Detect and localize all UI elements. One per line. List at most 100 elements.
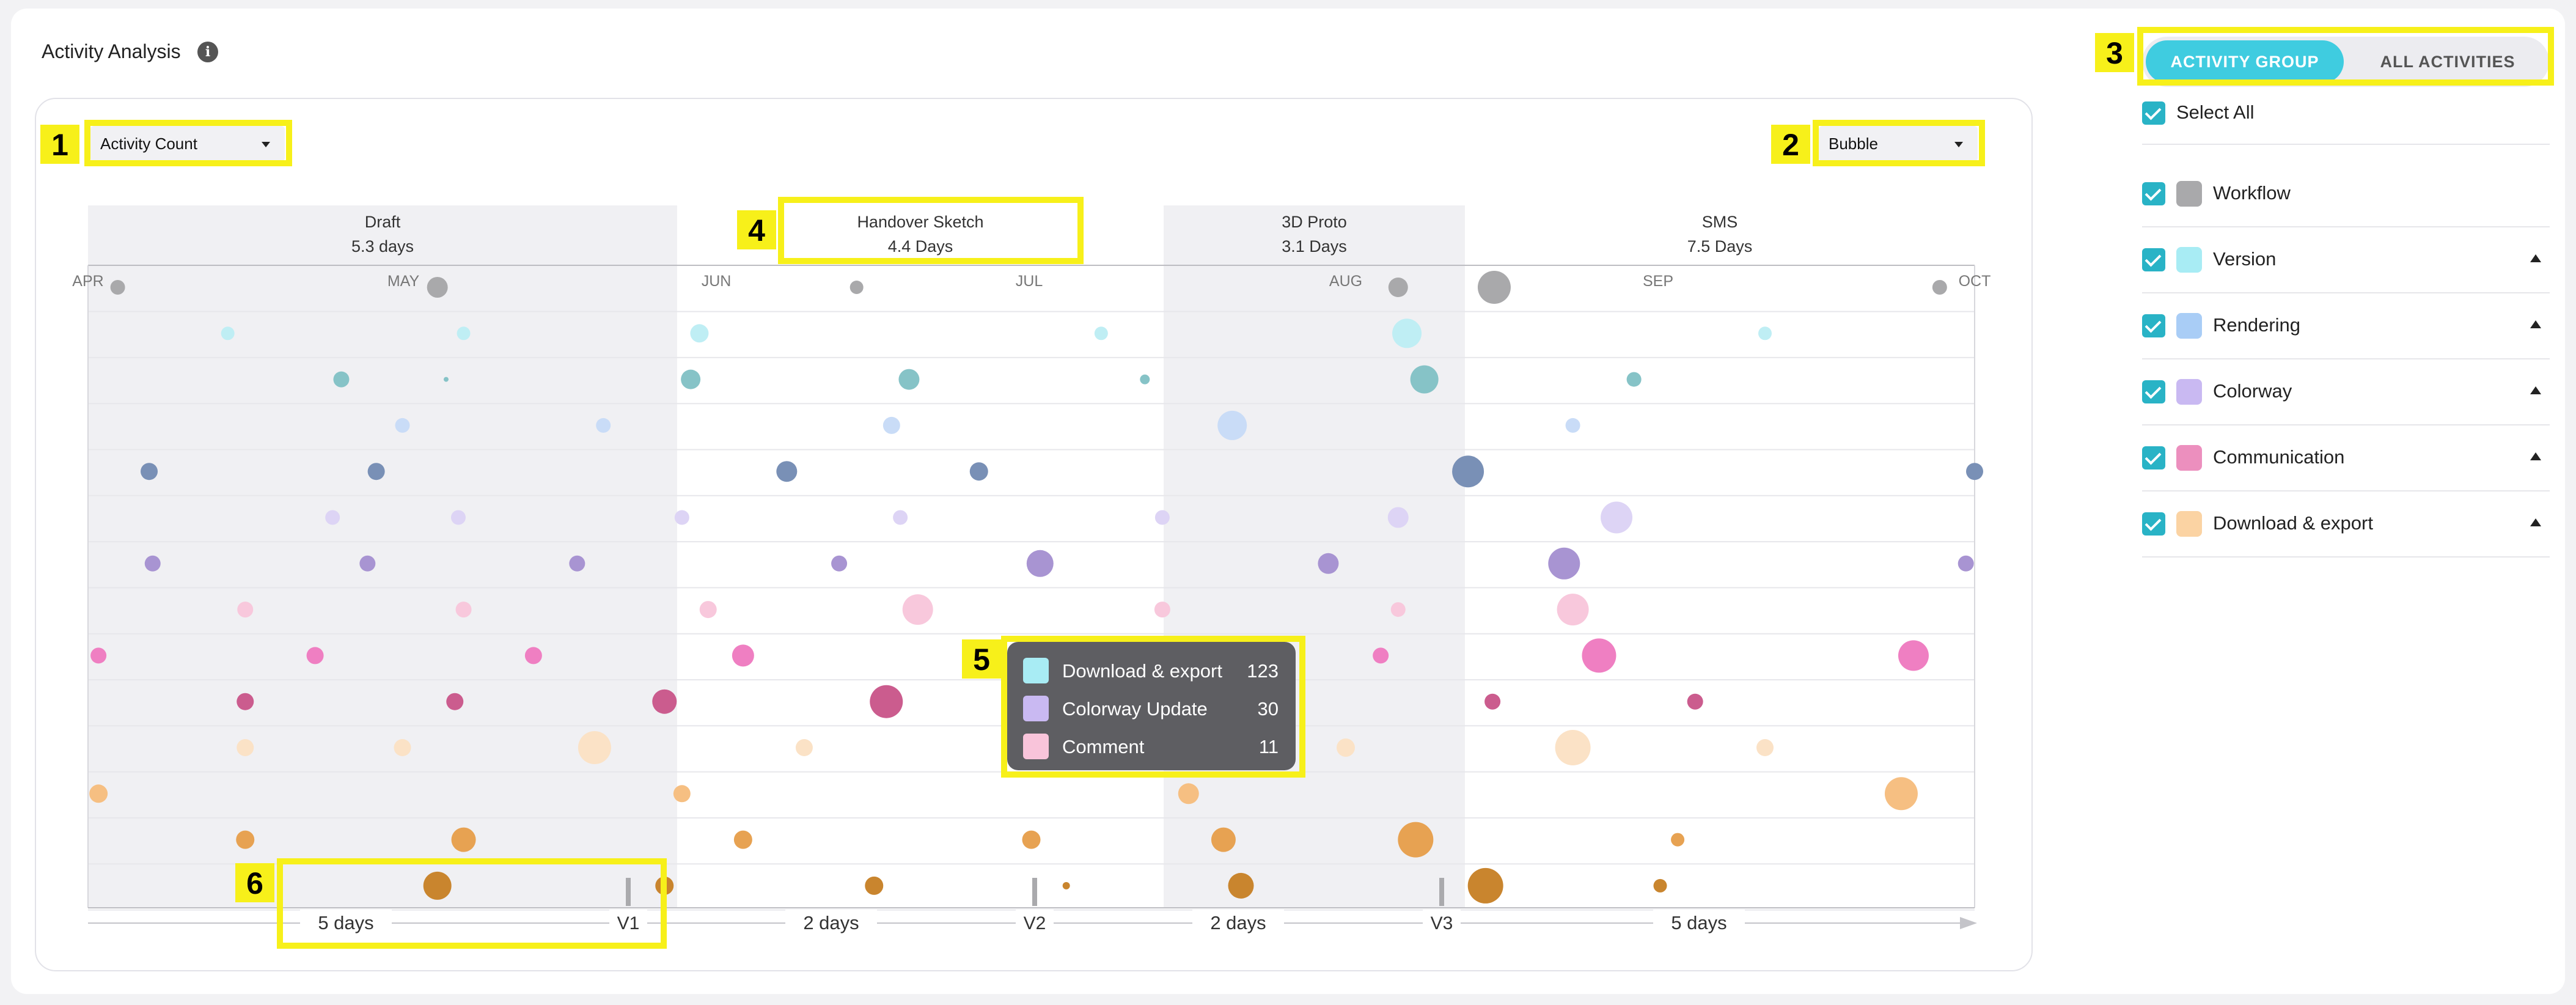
group-row-version[interactable] <box>2142 226 2550 293</box>
tooltip-swatch <box>1023 658 1049 683</box>
bubble <box>333 371 350 388</box>
version-checkbox[interactable] <box>2142 248 2165 271</box>
bubble <box>1555 730 1591 765</box>
bubble <box>1756 739 1774 756</box>
expand-triangle-icon[interactable] <box>2530 452 2541 460</box>
bubble <box>776 461 798 482</box>
bubble <box>1687 693 1703 710</box>
bubble <box>883 416 900 434</box>
metric-select[interactable]: Activity Count <box>90 126 285 161</box>
rendering-checkbox[interactable] <box>2142 314 2165 337</box>
bubble <box>1390 602 1406 617</box>
tooltip-value: 123 <box>1247 660 1279 682</box>
milestone-marker <box>1032 878 1037 906</box>
bubble <box>455 602 472 618</box>
group-row-rendering[interactable] <box>2142 292 2550 359</box>
chart-type-select[interactable]: Bubble <box>1819 126 1978 161</box>
select-all-checkbox[interactable] <box>2142 101 2165 125</box>
milestone-label: V2 <box>1024 913 1046 933</box>
group-row-workflow[interactable] <box>2142 160 2550 227</box>
colorway-checkbox[interactable] <box>2142 380 2165 403</box>
x-tick-label: SEP <box>1643 273 1673 290</box>
rendering-swatch <box>2176 313 2202 339</box>
select-all-row[interactable] <box>2142 80 2550 145</box>
annotation-badge: 2 <box>1771 125 1810 164</box>
bubble <box>795 739 813 756</box>
x-tick-label: OCT <box>1959 273 1991 290</box>
bubble <box>1026 550 1054 577</box>
tab-activity-group[interactable]: ACTIVITY GROUP <box>2146 40 2344 83</box>
bubble <box>1373 647 1389 664</box>
communication-label: Communication <box>2213 446 2345 468</box>
timeline-arrow-icon <box>1960 917 1977 929</box>
bubble <box>831 555 848 572</box>
chevron-down-icon <box>262 142 270 147</box>
tab-all-activities[interactable]: ALL ACTIVITIES <box>2380 53 2515 71</box>
bubble <box>652 689 677 714</box>
bubble <box>969 462 988 481</box>
bubble <box>1966 463 1983 480</box>
tooltip-label: Download & export <box>1062 660 1222 682</box>
interval-label-bg <box>785 910 877 937</box>
x-tick-label: JUN <box>702 273 732 290</box>
milestone-label-bg <box>1423 910 1461 937</box>
phase-name: Draft <box>365 213 401 231</box>
bubble <box>237 693 254 710</box>
expand-triangle-icon[interactable] <box>2530 386 2541 394</box>
interval-label-bg <box>1653 910 1745 937</box>
bubble <box>1582 638 1616 673</box>
bubble <box>443 377 449 382</box>
bubble <box>144 555 161 572</box>
phase-duration: 5.3 days <box>351 237 414 256</box>
communication-swatch <box>2176 445 2202 471</box>
group-row-download-export[interactable] <box>2142 490 2550 558</box>
phase-duration: 4.4 Days <box>888 237 953 256</box>
expand-triangle-icon[interactable] <box>2530 518 2541 526</box>
bubble <box>325 510 340 525</box>
bubble <box>865 876 884 895</box>
expand-triangle-icon[interactable] <box>2530 254 2541 262</box>
phase-name: Handover Sketch <box>857 213 983 231</box>
bubble <box>1477 271 1511 304</box>
workflow-swatch <box>2176 181 2202 207</box>
bubble <box>1178 783 1199 804</box>
version-label: Version <box>2213 248 2277 270</box>
bubble <box>237 602 254 618</box>
bubble <box>1154 510 1170 525</box>
phase-name: 3D Proto <box>1282 213 1347 231</box>
bubble <box>423 871 452 900</box>
bubble <box>1022 830 1041 849</box>
communication-checkbox[interactable] <box>2142 446 2165 469</box>
bubble <box>1217 410 1247 440</box>
bubble <box>1452 455 1484 488</box>
x-tick-label: MAY <box>387 273 420 290</box>
milestone-marker <box>626 878 631 906</box>
bubble <box>690 324 709 343</box>
bubble <box>236 830 255 849</box>
rendering-label: Rendering <box>2213 314 2301 336</box>
phase-name: SMS <box>1702 213 1738 231</box>
interval-label: 5 days <box>1671 912 1727 933</box>
bubble <box>681 369 701 389</box>
group-row-colorway[interactable] <box>2142 358 2550 425</box>
workflow-checkbox[interactable] <box>2142 182 2165 205</box>
expand-triangle-icon[interactable] <box>2530 320 2541 328</box>
bubble <box>1601 501 1633 534</box>
bubble <box>1548 547 1580 580</box>
version-swatch <box>2176 247 2202 273</box>
download-export-checkbox[interactable] <box>2142 512 2165 536</box>
bubble <box>1467 867 1503 904</box>
milestone-label-bg <box>609 910 647 937</box>
bubble <box>1898 640 1929 671</box>
bubble <box>732 644 754 667</box>
bubble <box>1884 777 1918 811</box>
info-icon[interactable]: i <box>197 42 218 62</box>
milestone-marker <box>1439 878 1444 906</box>
group-row-communication[interactable] <box>2142 424 2550 491</box>
interval-label-bg <box>300 910 392 937</box>
bubble <box>1387 507 1409 528</box>
bubble <box>870 685 903 718</box>
tooltip-label: Colorway Update <box>1062 698 1208 720</box>
x-tick-label: APR <box>72 273 103 290</box>
bubble <box>457 326 471 341</box>
